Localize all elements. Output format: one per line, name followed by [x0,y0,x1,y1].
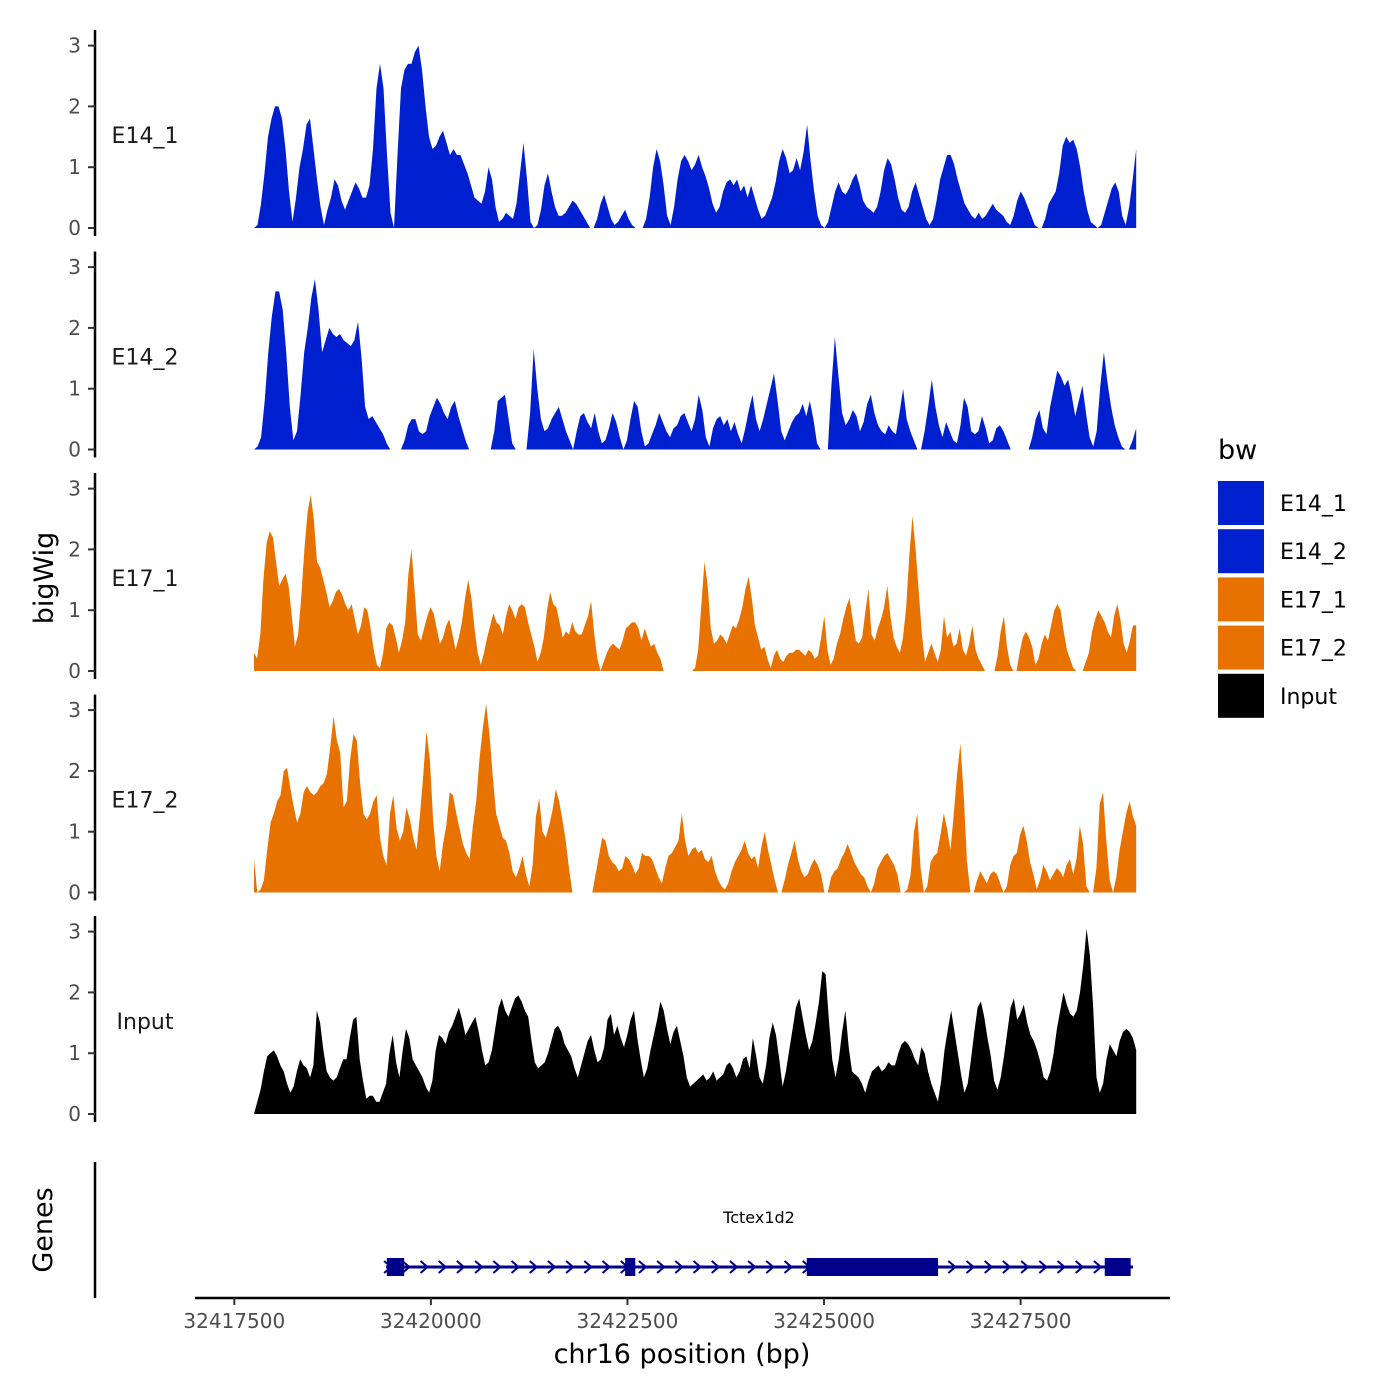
legend-label: E17_1 [1280,588,1347,613]
strand-arrow [711,1260,721,1274]
y-tick-label: 3 [68,34,81,58]
legend-title: bw [1218,435,1257,466]
strand-arrow [984,1260,994,1274]
strand-arrow [729,1260,739,1274]
y-tick-label: 2 [68,980,81,1004]
x-tick-label: 32422500 [577,1309,679,1333]
gene-exon [625,1258,636,1276]
strand-arrow [965,1260,976,1274]
gene-exon [1104,1258,1131,1276]
strand-arrow [547,1260,557,1274]
strand-arrow [601,1260,612,1274]
strand-arrow [492,1260,502,1274]
genes-track: Genes Tctex1d2 [28,1162,1134,1298]
legend-label: Input [1280,685,1337,710]
strand-arrow [1002,1260,1012,1274]
gene-model [383,1258,1134,1276]
x-tick-label: 32427500 [970,1309,1072,1333]
legend-swatch [1218,529,1264,574]
y-tick-label: 2 [68,537,81,561]
track-e14-2: 0 1 2 3 E14_2 [68,251,1137,462]
strand-arrow [565,1260,575,1274]
genes-track-label: Genes [28,1187,59,1272]
legend-swatch [1218,625,1264,670]
y-tick-label: 3 [68,477,81,501]
coverage-area-e17-2 [254,704,1137,893]
y-tick-label: 3 [68,920,81,944]
y-tick-label: 2 [68,316,81,340]
coverage-area-e14-2 [254,279,1137,450]
strand-arrow [765,1260,775,1274]
x-tick-label: 32425000 [773,1309,875,1333]
track-label: E14_1 [112,124,179,149]
x-tick-label: 32417500 [183,1309,285,1333]
y-tick-label: 1 [68,377,81,401]
strand-arrow [674,1260,684,1274]
track-label: E14_2 [112,346,179,371]
track-e17-1: 0 1 2 3 E17_1 [68,473,1137,683]
coverage-area-input [254,928,1137,1114]
y-tick-label: 0 [68,1102,81,1126]
y-tick-label: 0 [68,438,81,462]
strand-arrow [510,1260,521,1274]
y-tick-label: 1 [68,820,81,844]
strand-arrow [656,1260,666,1274]
gene-name-label: Tctex1d2 [722,1208,795,1227]
x-axis: 32417500 32420000 32422500 32425000 32427500… [183,1296,1170,1370]
track-e14-1: 0 1 2 3 E14_1 [68,30,1137,240]
strand-arrow [529,1260,539,1274]
strand-arrow [947,1260,957,1274]
y-tick-label: 1 [68,598,81,622]
strand-arrow [783,1260,794,1274]
y-axis-title: bigWig [29,532,60,625]
strand-arrow [638,1260,648,1274]
y-tick-label: 2 [68,94,81,118]
x-axis-title: chr16 position (bp) [554,1339,811,1370]
track-label: E17_2 [112,789,179,814]
strand-arrow [474,1260,484,1274]
legend-swatch [1218,481,1264,525]
track-label: Input [117,1010,174,1035]
y-tick-label: 3 [68,698,81,722]
y-tick-label: 0 [68,659,81,683]
y-tick-label: 2 [68,759,81,783]
strand-arrow [1020,1260,1030,1274]
strand-arrow [1075,1260,1085,1274]
strand-arrow [1093,1260,1103,1274]
gene-exon [806,1258,939,1276]
strand-arrow [401,1260,411,1274]
gene-exon [386,1258,405,1276]
strand-arrow [438,1260,448,1274]
y-tick-label: 0 [68,881,81,905]
track-label: E17_1 [112,567,179,592]
legend-label: E14_2 [1280,540,1347,565]
legend: bw E14_1 E14_2 E17_1 E17_2 Input [1218,435,1347,718]
strand-arrow [456,1260,466,1274]
strand-arrow [1056,1260,1067,1274]
strand-arrow [583,1260,593,1274]
track-e17-2: 0 1 2 3 E17_2 [68,694,1137,905]
legend-swatch [1218,577,1264,622]
legend-label: E17_2 [1280,637,1347,662]
legend-label: E14_1 [1280,492,1347,517]
legend-swatch [1218,673,1264,718]
coverage-area-e14-1 [254,45,1137,228]
y-tick-label: 1 [68,1041,81,1065]
strand-arrow [1038,1260,1048,1274]
coverage-area-e17-1 [254,494,1137,671]
strand-arrow [419,1260,430,1274]
track-input: 0 1 2 3 Input [68,916,1137,1126]
y-tick-label: 1 [68,155,81,179]
x-tick-label: 32420000 [380,1309,482,1333]
coverage-tracks: 0 1 2 3 E14_1 0 1 2 3 E14_2 0 1 2 3 E17_1 0 1 2 3 E17_2 0 1 2 3… [68,30,1137,1126]
strand-arrow [692,1260,703,1274]
strand-arrow [747,1260,757,1274]
y-tick-label: 0 [68,216,81,240]
y-tick-label: 3 [68,255,81,279]
